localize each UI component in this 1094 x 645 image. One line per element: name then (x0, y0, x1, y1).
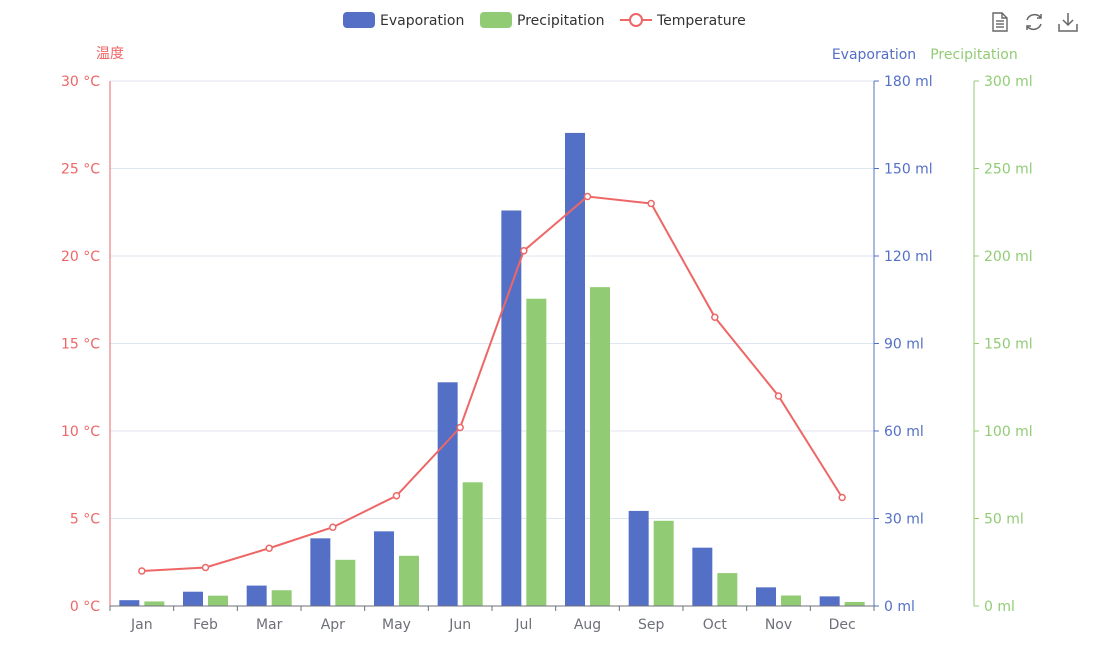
bar-evaporation-apr[interactable] (310, 538, 331, 606)
bar-precipitation-nov[interactable] (781, 595, 801, 607)
bar-evaporation-jan[interactable] (119, 600, 140, 606)
precipitation-tick-label: 200 ml (984, 249, 1033, 265)
temperature-tick-label: 10 °C (61, 424, 100, 440)
bar-precipitation-jun[interactable] (462, 482, 483, 606)
category-label-feb: Feb (193, 617, 218, 633)
precipitation-tick-label: 100 ml (984, 424, 1033, 440)
temperature-line (141, 195, 844, 572)
bar-precipitation-may[interactable] (399, 555, 419, 606)
bar-evaporation-oct[interactable] (692, 547, 713, 606)
category-label-jan: Jan (130, 617, 153, 633)
bar-evaporation-feb[interactable] (183, 591, 203, 606)
evaporation-tick-label: 30 ml (884, 512, 924, 528)
category-label-apr: Apr (321, 617, 345, 633)
temperature-point-feb[interactable] (201, 563, 210, 572)
category-label-oct: Oct (703, 617, 728, 633)
bar-precipitation-oct[interactable] (717, 573, 738, 606)
bar-precipitation-mar[interactable] (271, 590, 292, 606)
evaporation-tick-label: 60 ml (884, 424, 924, 440)
category-label-jun: Jun (448, 617, 471, 633)
bar-precipitation-aug[interactable] (590, 287, 610, 606)
save-image-icon (1058, 13, 1078, 32)
bar-precipitation-jul[interactable] (526, 298, 547, 606)
temperature-tick-label: 0 °C (70, 599, 100, 615)
evaporation-tick-label: 0 ml (884, 599, 915, 615)
temperature-point-apr[interactable] (329, 523, 337, 531)
precipitation-tick-label: 250 ml (984, 162, 1033, 178)
legend-label-evaporation: Evaporation (380, 13, 464, 29)
temperature-tick-label: 15 °C (61, 337, 100, 353)
precipitation-tick-label: 300 ml (984, 74, 1033, 90)
restore-button[interactable] (1022, 10, 1046, 34)
bar-evaporation-jul[interactable] (501, 210, 522, 607)
temperature-tick-label: 25 °C (61, 162, 100, 178)
bar-precipitation-jan[interactable] (144, 601, 165, 606)
bar-evaporation-dec[interactable] (819, 596, 840, 606)
temperature-point-dec[interactable] (838, 493, 846, 502)
temperature-point-mar[interactable] (265, 544, 273, 552)
save-image-button[interactable] (1056, 10, 1080, 34)
temperature-point-jun[interactable] (456, 423, 464, 432)
temperature-point-nov[interactable] (774, 392, 783, 400)
category-label-may: May (382, 617, 411, 633)
category-label-mar: Mar (256, 617, 283, 633)
evaporation-tick-label: 120 ml (884, 249, 933, 265)
bar-precipitation-sep[interactable] (653, 520, 674, 606)
evaporation-axis-name: Evaporation (832, 47, 916, 63)
temperature-axis-name: 温度 (96, 46, 124, 62)
temperature-point-may[interactable] (392, 492, 401, 500)
data-view-icon (992, 12, 1008, 32)
category-label-sep: Sep (638, 617, 665, 633)
bar-precipitation-feb[interactable] (208, 595, 228, 606)
bar-evaporation-mar[interactable] (246, 585, 267, 606)
data-view-button[interactable] (988, 10, 1012, 34)
legend-swatch-precipitation[interactable] (480, 12, 512, 28)
bar-precipitation-apr[interactable] (335, 559, 356, 606)
evaporation-tick-label: 90 ml (884, 337, 924, 353)
temperature-point-aug[interactable] (583, 192, 592, 201)
precipitation-tick-label: 50 ml (984, 512, 1024, 528)
toolbox (988, 10, 1080, 34)
evaporation-tick-label: 180 ml (884, 74, 933, 90)
precipitation-tick-label: 0 ml (984, 599, 1015, 615)
legend-label-temperature: Temperature (656, 13, 746, 29)
temperature-point-oct[interactable] (711, 313, 719, 321)
category-label-jul: Jul (514, 617, 532, 633)
bar-precipitation-dec[interactable] (844, 601, 865, 606)
bar-evaporation-jun[interactable] (437, 382, 458, 606)
category-label-nov: Nov (765, 617, 792, 633)
bar-evaporation-aug[interactable] (565, 132, 585, 606)
bar-evaporation-nov[interactable] (756, 587, 776, 606)
restore-icon (1026, 14, 1042, 30)
legend-swatch-evaporation[interactable] (343, 12, 375, 28)
temperature-tick-label: 30 °C (61, 74, 100, 90)
category-label-dec: Dec (829, 617, 856, 633)
bar-evaporation-may[interactable] (374, 531, 394, 606)
bar-evaporation-sep[interactable] (628, 510, 649, 606)
temperature-tick-label: 20 °C (61, 249, 100, 265)
precipitation-axis-name: Precipitation (930, 47, 1018, 63)
category-label-aug: Aug (574, 617, 601, 633)
legend-swatch-temperature[interactable] (629, 13, 643, 27)
legend-label-precipitation: Precipitation (517, 13, 605, 29)
precipitation-tick-label: 150 ml (984, 337, 1033, 353)
temperature-tick-label: 5 °C (70, 512, 100, 528)
evaporation-tick-label: 150 ml (884, 162, 933, 178)
temperature-point-jul[interactable] (520, 247, 528, 255)
temperature-point-jan[interactable] (138, 567, 146, 575)
temperature-point-sep[interactable] (647, 199, 655, 208)
